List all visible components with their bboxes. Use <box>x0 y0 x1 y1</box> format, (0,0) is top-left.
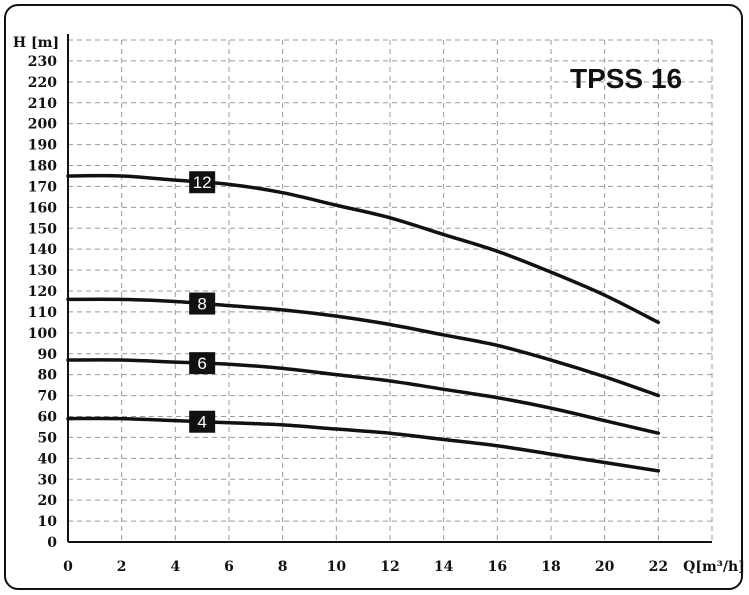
y-tick-label: 170 <box>28 179 57 195</box>
y-tick-label: 130 <box>28 263 57 279</box>
x-tick-labels: 0 2 4 6 8 10 12 14 16 18 20 22 <box>63 559 668 575</box>
y-tick-label: 20 <box>38 493 58 509</box>
series-badge-4 <box>189 410 216 433</box>
x-tick-label: 10 <box>327 559 347 575</box>
series-badge-6 <box>189 352 216 375</box>
y-tick-label: 160 <box>28 200 57 216</box>
axes <box>67 34 712 543</box>
series-line-6 <box>66 358 661 435</box>
series-line-12 <box>66 173 661 325</box>
x-tick-label: 6 <box>224 559 234 575</box>
y-tick-label: 200 <box>28 117 57 133</box>
y-tick-label: 110 <box>28 305 57 321</box>
grid <box>68 39 713 542</box>
x-tick-label: 18 <box>541 559 560 575</box>
series-lines <box>66 173 661 473</box>
y-axis-label: H [m] <box>13 35 59 51</box>
y-tick-label: 180 <box>28 159 57 175</box>
y-tick-label: 190 <box>28 138 57 154</box>
y-tick-label: 80 <box>38 368 58 384</box>
y-tick-label: 230 <box>28 54 57 70</box>
series-badges: 12 8 6 4 <box>189 171 216 433</box>
series-line-8 <box>66 297 661 398</box>
x-tick-label: 14 <box>434 559 454 575</box>
chart-frame <box>4 4 743 590</box>
y-tick-label: 30 <box>38 472 58 488</box>
y-tick-label: 60 <box>38 410 58 426</box>
y-tick-label: 150 <box>28 221 57 237</box>
x-tick-label: 2 <box>117 559 127 575</box>
y-tick-label: 140 <box>28 242 57 258</box>
x-axis-label: Q[m³/h] <box>683 559 745 575</box>
x-tick-label: 12 <box>380 559 399 575</box>
y-tick-label: 50 <box>38 430 58 446</box>
x-tick-label: 8 <box>278 559 288 575</box>
y-tick-label: 120 <box>28 284 57 300</box>
series-badge-label: 8 <box>197 295 206 314</box>
series-badge-label: 6 <box>197 354 206 373</box>
y-tick-label: 90 <box>38 347 58 363</box>
y-tick-label: 0 <box>47 535 57 551</box>
y-tick-label: 100 <box>28 326 57 342</box>
series-badge-label: 12 <box>193 173 212 192</box>
series-line-4 <box>66 416 661 473</box>
x-tick-label: 0 <box>63 559 73 575</box>
chart-title: TPSS 16 <box>570 63 682 94</box>
x-tick-label: 20 <box>595 559 615 575</box>
y-tick-label: 70 <box>38 389 58 405</box>
series-badge-12 <box>189 171 216 194</box>
x-tick-label: 22 <box>649 559 668 575</box>
y-tick-label: 10 <box>38 514 58 530</box>
x-tick-label: 16 <box>488 559 507 575</box>
series-badge-label: 4 <box>197 413 206 432</box>
y-tick-label: 210 <box>28 96 57 112</box>
y-tick-labels: 0 10 20 30 40 50 60 70 80 90 100 110 120 130 140 150 160… <box>28 54 57 551</box>
y-tick-label: 40 <box>38 451 58 467</box>
series-badge-8 <box>189 292 216 315</box>
x-tick-label: 4 <box>170 559 180 575</box>
y-tick-label: 220 <box>28 75 57 91</box>
